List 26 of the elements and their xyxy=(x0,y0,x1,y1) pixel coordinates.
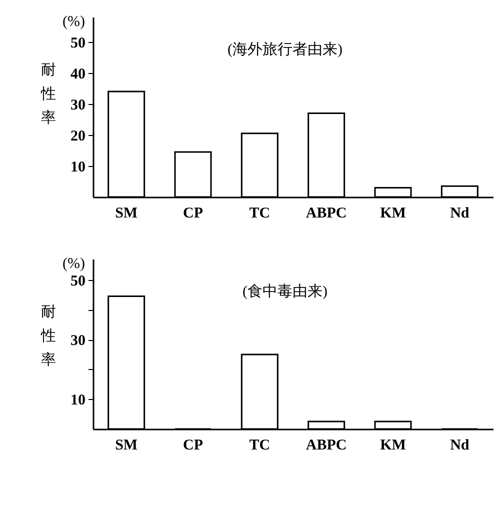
y-tick-label: 50 xyxy=(70,273,86,290)
y-axis-title: 耐性率 xyxy=(40,304,56,368)
x-tick-label: KM xyxy=(380,206,406,222)
text: (%) xyxy=(62,14,85,30)
x-tick-label: SM xyxy=(115,438,138,454)
x-tick-label: CP xyxy=(183,438,203,454)
x-tick-label: CP xyxy=(183,206,203,222)
x-tick-label: TC xyxy=(249,438,270,454)
y-tick-label: 10 xyxy=(70,159,86,176)
x-tick-label: KM xyxy=(380,438,406,454)
x-tick-label: ABPC xyxy=(306,206,347,222)
x-tick-label: TC xyxy=(249,206,270,222)
y-axis-title: 耐性率 xyxy=(40,62,56,126)
y-tick-label: 30 xyxy=(70,333,86,350)
y-tick-label: 30 xyxy=(70,97,86,114)
y-tick-label: 20 xyxy=(70,128,86,144)
y-tick-label: 50 xyxy=(70,35,86,52)
y-tick-label: 10 xyxy=(70,392,86,409)
annotation: (食中毒由来) xyxy=(242,283,328,300)
y-tick-label: 40 xyxy=(70,66,86,82)
annotation: (海外旅行者由来) xyxy=(228,41,342,58)
x-tick-label: SM xyxy=(115,206,138,222)
text: (%) xyxy=(62,256,85,272)
x-tick-label: Nd xyxy=(450,438,470,454)
x-tick-label: ABPC xyxy=(306,438,347,454)
x-tick-label: Nd xyxy=(450,206,470,222)
